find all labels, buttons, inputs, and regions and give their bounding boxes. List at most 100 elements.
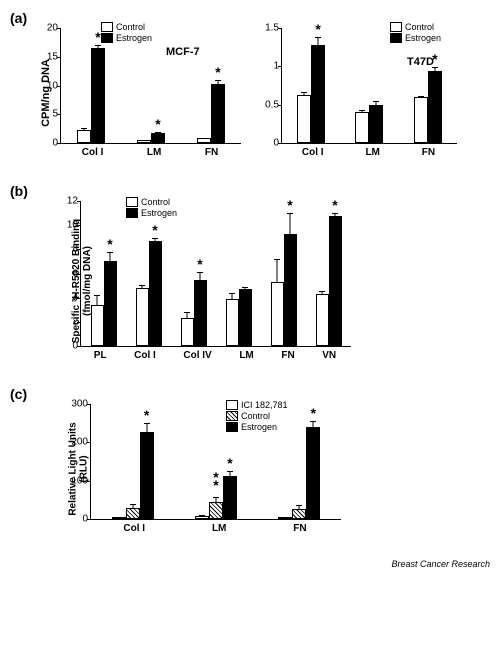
error-cap xyxy=(201,138,207,139)
error-cap xyxy=(296,505,302,506)
error-cap xyxy=(130,504,136,505)
x-label: Col I xyxy=(302,147,324,158)
y-tick-label: 2 xyxy=(56,316,78,327)
bar: * xyxy=(104,261,117,346)
error-cap xyxy=(213,497,219,498)
bar: ** xyxy=(209,502,223,519)
legend: ControlEstrogen xyxy=(390,22,441,44)
legend-item: Control xyxy=(101,22,152,32)
y-tick-label: 1 xyxy=(257,61,279,72)
error-cap xyxy=(242,287,248,288)
bar-group: * xyxy=(316,216,342,347)
x-label: PL xyxy=(94,350,107,361)
legend-label: Estrogen xyxy=(405,33,441,43)
bar xyxy=(137,140,151,143)
error-cap xyxy=(116,517,122,518)
legend-swatch xyxy=(390,22,402,32)
x-label: Col I xyxy=(82,147,104,158)
legend-swatch xyxy=(226,411,238,421)
y-tick-label: 12 xyxy=(56,196,78,207)
y-tick-label: 20 xyxy=(36,23,58,34)
bars-area: ** xyxy=(282,28,457,143)
significance-star: * xyxy=(152,222,157,238)
footer-text: Breast Cancer Research xyxy=(10,559,490,569)
error-cap xyxy=(332,213,338,214)
x-label: Col I xyxy=(123,523,145,534)
bar xyxy=(181,318,194,346)
y-tick-label: 4 xyxy=(56,292,78,303)
error-cap xyxy=(227,471,233,472)
error-cap xyxy=(274,259,280,260)
x-label: FN xyxy=(293,523,306,534)
chart-c: 0100200300*****ICI 182,781ControlEstroge… xyxy=(90,404,341,520)
significance-star: * xyxy=(155,116,160,132)
significance-star: * xyxy=(287,197,292,213)
bar: * xyxy=(284,234,297,346)
significance-star: * xyxy=(144,407,149,423)
error-cap xyxy=(287,213,293,214)
error-cap xyxy=(95,45,101,46)
bar: * xyxy=(428,71,442,143)
bar-group: * xyxy=(112,432,154,519)
error-cap xyxy=(197,272,203,273)
bar xyxy=(126,508,140,520)
bar-group: * xyxy=(181,280,207,346)
chart-title: T47D xyxy=(407,56,434,68)
bar xyxy=(136,288,149,346)
error-cap xyxy=(315,37,321,38)
bar: * xyxy=(149,241,162,346)
error-bar xyxy=(277,259,278,283)
x-label: FN xyxy=(205,147,218,158)
y-tick-label: 6 xyxy=(56,268,78,279)
xlabels-b: PLCol ICol IVLMFNVN xyxy=(80,350,350,361)
bar-group: * xyxy=(297,45,325,143)
error-bar xyxy=(97,295,98,306)
bar: * xyxy=(211,84,225,143)
error-bar xyxy=(290,213,291,235)
error-cap xyxy=(301,92,307,93)
error-cap xyxy=(155,132,161,133)
chart-a-right: 00.511.5**ControlEstrogenT47D xyxy=(281,28,457,144)
bar xyxy=(369,105,383,143)
x-label: LM xyxy=(212,523,226,534)
legend-label: Control xyxy=(241,411,270,421)
error-cap xyxy=(184,312,190,313)
chart-a-right-container: 00.511.5**ControlEstrogenT47D Col ILMFN xyxy=(281,28,457,158)
y-tick-label: 0 xyxy=(56,341,78,352)
bars-area: ***** xyxy=(91,404,341,519)
legend-swatch xyxy=(101,22,113,32)
bar: * xyxy=(329,216,342,347)
error-cap xyxy=(81,128,87,129)
x-label: VN xyxy=(322,350,336,361)
panel-b: (b) Specific ³H-R5020 Binding(fmol/mg DN… xyxy=(10,183,490,361)
significance-star: * xyxy=(332,197,337,213)
bars-area: * * * * * xyxy=(81,201,351,346)
significance-star: * xyxy=(197,256,202,272)
error-cap xyxy=(319,291,325,292)
error-bar xyxy=(110,252,111,263)
bar-group: * xyxy=(137,133,165,143)
y-tick-mark xyxy=(278,143,282,144)
chart-c-container: Relative Light Units(RLU) 0100200300****… xyxy=(90,404,490,534)
bar xyxy=(297,95,311,143)
xlabels-a-right: Col ILMFN xyxy=(281,147,456,158)
y-tick-label: 5 xyxy=(36,109,58,120)
bar xyxy=(112,517,126,519)
bar xyxy=(226,299,239,346)
significance-star: * xyxy=(107,236,112,252)
error-cap xyxy=(139,285,145,286)
legend-swatch xyxy=(226,422,238,432)
y-tick-label: 8 xyxy=(56,244,78,255)
bar-group: * xyxy=(77,48,105,143)
error-cap xyxy=(144,423,150,424)
bar: * xyxy=(194,280,207,346)
error-cap xyxy=(152,238,158,239)
chart-a-left-container: CPM/ng DNA 05101520***ControlEstrogenMCF… xyxy=(60,28,241,158)
bar-group: * xyxy=(414,71,442,143)
error-cap xyxy=(107,252,113,253)
y-tick-mark xyxy=(87,519,91,520)
y-tick-label: 10 xyxy=(36,80,58,91)
legend-label: Control xyxy=(141,197,170,207)
bar xyxy=(278,517,292,519)
y-tick-label: 100 xyxy=(66,475,88,486)
